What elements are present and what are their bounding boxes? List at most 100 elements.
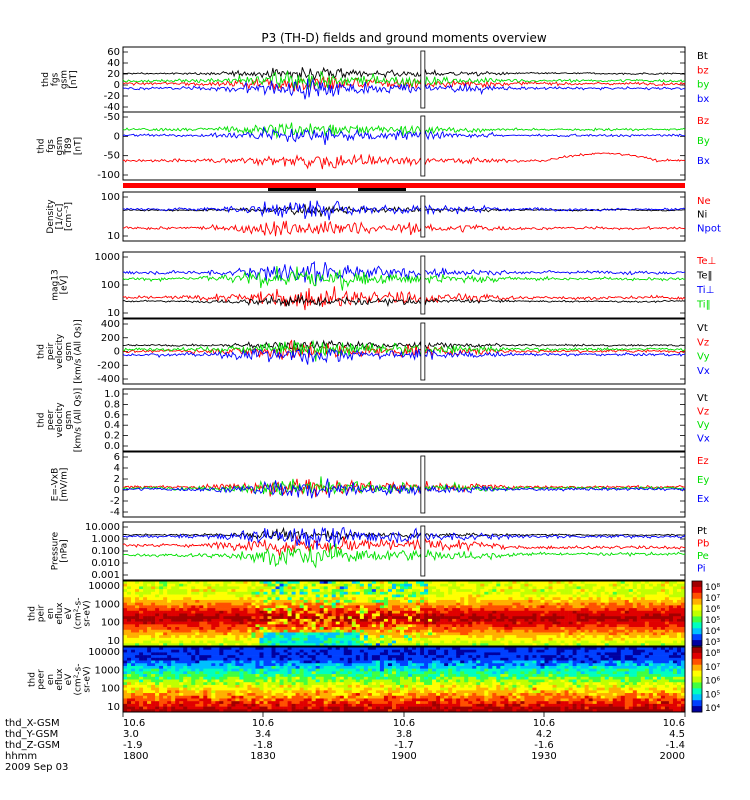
- y-tick-label: 0.100: [91, 546, 120, 557]
- colorbar-label: 10⁷: [705, 663, 720, 673]
- y-tick-label: -50: [104, 112, 120, 123]
- x-tick-z: -1.9: [123, 740, 143, 751]
- y-tick-label: -400: [97, 374, 120, 385]
- data-gap-marker: [420, 115, 426, 177]
- y-tick-label: 100: [101, 618, 120, 629]
- y-tick-label: 2: [114, 474, 120, 485]
- legend-pt: Pt: [697, 526, 707, 537]
- y-axis-label: (cm²-s-: [73, 597, 83, 629]
- x-tick-t: 1930: [531, 751, 556, 762]
- x-row-label: hhmm: [5, 751, 37, 762]
- y-axis-label: peir: [46, 342, 56, 360]
- panel-frame: [122, 521, 686, 581]
- panel-frame: [122, 191, 686, 242]
- y-axis-label: sr-eV): [83, 666, 93, 692]
- y-tick-label: 200: [101, 333, 120, 344]
- data-gap-marker: [420, 195, 426, 238]
- y-axis-label: velocity: [55, 333, 65, 369]
- y-tick-label: -200: [97, 360, 120, 371]
- series-pressure-pb: [122, 534, 686, 557]
- y-tick-label: 1000: [95, 599, 120, 610]
- y-axis-label: T89: [64, 137, 74, 155]
- legend-vx: Vx: [697, 434, 710, 445]
- x-row-label: thd_Z-GSM: [5, 740, 60, 751]
- legend-pi: Pi: [697, 564, 706, 575]
- y-tick-label: 10000: [88, 647, 120, 658]
- x-row-label: thd_Y-GSM: [5, 729, 58, 740]
- y-tick-label: 0.4: [104, 420, 120, 431]
- colorbar-label: 10⁸: [705, 583, 720, 593]
- series-peir_velocity-vx: [122, 347, 685, 365]
- colorbar-label: 10³: [705, 638, 720, 648]
- legend-vy: Vy: [697, 352, 710, 363]
- x-tick-y: 4.5: [669, 729, 685, 740]
- y-axis-label: thd: [37, 139, 47, 154]
- y-tick-label: -4: [110, 507, 120, 518]
- y-axis-label: thd: [27, 606, 37, 621]
- y-tick-label: 60: [107, 47, 120, 58]
- legend-ni: Ni: [697, 210, 707, 221]
- colorbar-label: 10⁵: [705, 690, 720, 700]
- x-row-label: thd_X-GSM: [5, 718, 60, 729]
- y-axis-label: peir: [37, 604, 47, 622]
- series-t89-bz: [122, 152, 686, 170]
- series-peir_velocity-vt: [122, 339, 686, 353]
- y-tick-label: 1000: [95, 665, 120, 676]
- series-peir_velocity-vy: [122, 339, 686, 362]
- y-axis-label: Pressure: [50, 531, 60, 570]
- y-tick-label: 6: [114, 452, 120, 463]
- legend-pe: Pe: [697, 551, 709, 562]
- y-tick-label: -20: [104, 91, 120, 102]
- x-tick-x: 10.6: [663, 718, 685, 729]
- colorbar-label: 10⁸: [705, 649, 720, 659]
- x-tick-z: -1.8: [253, 740, 273, 751]
- legend-vt: Vt: [697, 323, 708, 334]
- y-axis-label: fgs: [46, 139, 56, 153]
- series-t89-bx: [122, 126, 685, 145]
- colorbar-label: 10⁶: [705, 677, 720, 687]
- legend-ey: Ey: [697, 475, 709, 486]
- colorbar-label: 10⁷: [705, 594, 720, 604]
- legend-ti‖: Ti‖: [696, 300, 711, 311]
- y-tick-label: 1000: [95, 252, 120, 263]
- y-tick-label: 20: [107, 69, 120, 80]
- series-pressure-pt: [122, 526, 686, 542]
- y-axis-label: gsm: [55, 136, 65, 155]
- legend-ne: Ne: [697, 196, 711, 207]
- series-pressure-pi: [122, 526, 686, 550]
- legend-te‖: Te‖: [696, 271, 713, 282]
- series-temperature-te⊥: [122, 286, 686, 311]
- y-tick-label: 0.001: [91, 570, 120, 581]
- panel-peer_eflux: thd peer en eflux eV (cm²-s-sr-eV) 10000 1000 10…: [27, 646, 720, 714]
- y-axis-label: en: [46, 608, 56, 619]
- series-efield-ex: [122, 478, 686, 499]
- y-tick-label: -40: [104, 102, 120, 113]
- panel-density: Density [1/cc] [cm⁻³] 100 10 Ne Ni Npot: [46, 191, 721, 242]
- legend-ez: Ez: [697, 456, 709, 467]
- y-axis-label: [cm⁻³]: [64, 202, 74, 231]
- y-axis-label: velocity: [55, 402, 65, 438]
- series-pressure-pe: [122, 542, 686, 569]
- data-gap-marker: [420, 255, 426, 315]
- y-axis-label: [nT]: [73, 137, 83, 155]
- y-axis-label: [km/s (All Qs)]: [73, 319, 83, 383]
- legend-ti⊥: Ti⊥: [696, 285, 714, 296]
- y-axis-label: eV: [64, 673, 74, 686]
- y-axis-label: gsm: [64, 342, 74, 361]
- status-bar-red: [123, 183, 685, 188]
- chart-title: P3 (TH-D) fields and ground moments over…: [261, 31, 546, 45]
- panel-peir_velocity: thd peir velocity gsm [km/s (All Qs)] 400 200 0…: [37, 318, 710, 385]
- legend-bz: bz: [697, 65, 709, 76]
- y-axis-label: gsm: [64, 410, 74, 429]
- x-tick-t: 1800: [123, 751, 148, 762]
- x-tick-y: 4.2: [536, 729, 552, 740]
- x-tick-z: -1.4: [665, 740, 685, 751]
- status-bar-black: [268, 188, 316, 191]
- series-fgs-bt: [122, 66, 686, 81]
- legend-te⊥: Te⊥: [696, 256, 716, 267]
- y-tick-label: 1.000: [91, 534, 120, 545]
- data-gap-marker: [420, 50, 426, 109]
